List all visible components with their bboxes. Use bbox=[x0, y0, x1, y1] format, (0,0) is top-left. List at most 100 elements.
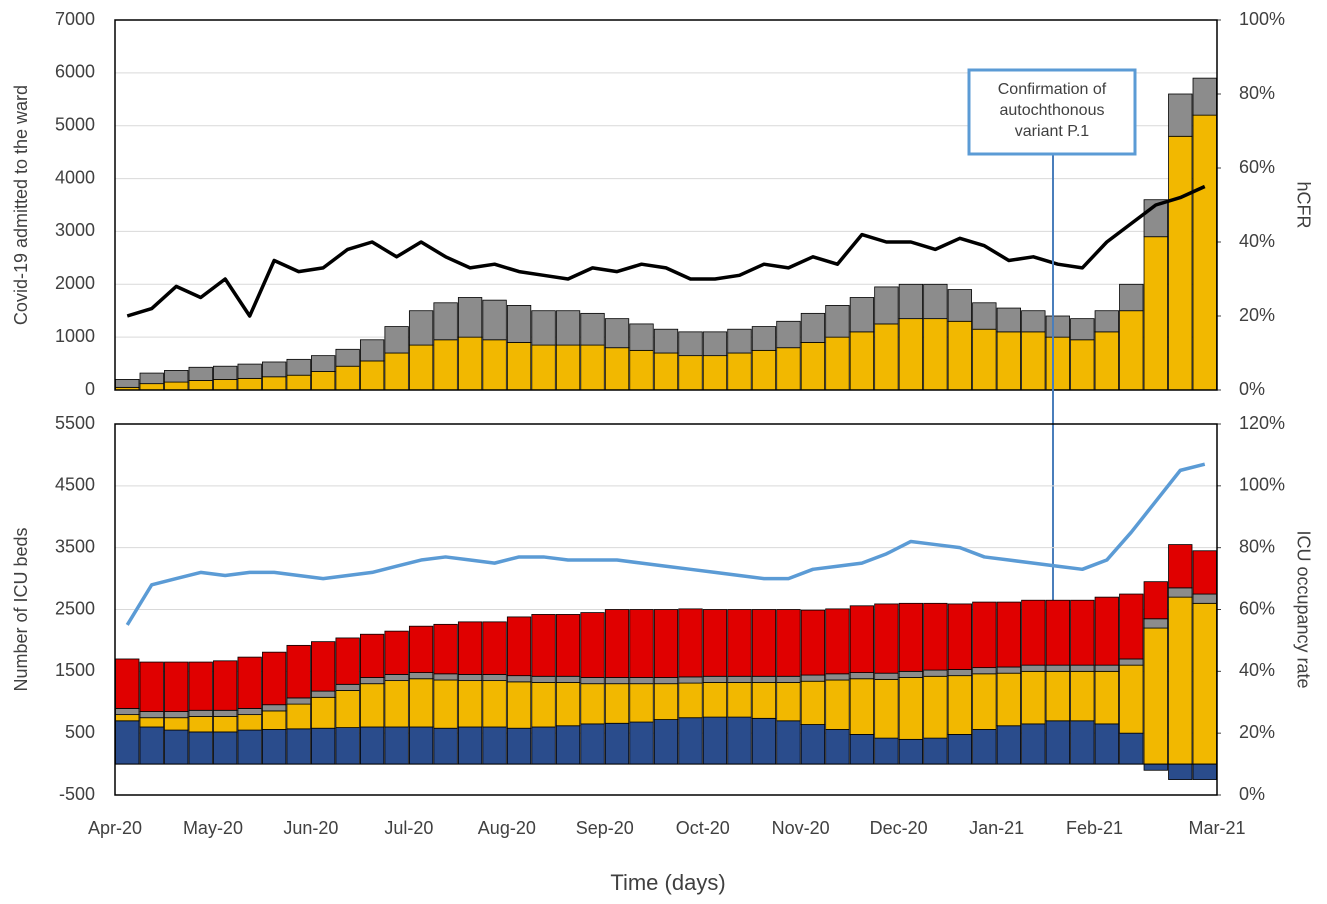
bar bbox=[335, 727, 360, 765]
bar bbox=[457, 336, 483, 391]
bar bbox=[433, 302, 458, 341]
bar bbox=[1045, 664, 1070, 672]
bar bbox=[433, 623, 458, 675]
bar bbox=[482, 674, 507, 682]
bar bbox=[849, 678, 875, 735]
bar bbox=[1070, 339, 1095, 391]
bar bbox=[874, 672, 899, 680]
x-tick-label: Feb-21 bbox=[1066, 818, 1123, 838]
bar bbox=[531, 344, 556, 391]
bar bbox=[580, 612, 605, 678]
bar bbox=[1192, 602, 1217, 765]
bar bbox=[286, 644, 311, 699]
bar bbox=[335, 637, 360, 685]
bar bbox=[457, 297, 483, 338]
bar bbox=[972, 729, 997, 765]
bar bbox=[849, 672, 875, 680]
bar bbox=[286, 703, 311, 730]
bar bbox=[653, 609, 679, 678]
bar bbox=[164, 717, 189, 731]
bar bbox=[506, 305, 532, 343]
bar bbox=[898, 283, 924, 320]
bar bbox=[408, 344, 434, 391]
bar bbox=[1045, 336, 1070, 391]
bar bbox=[359, 683, 385, 728]
bar bbox=[874, 603, 899, 674]
bar bbox=[629, 349, 654, 391]
bar bbox=[531, 310, 556, 346]
y-tick-label: 5000 bbox=[55, 114, 95, 134]
bar bbox=[555, 675, 581, 683]
bar bbox=[1192, 77, 1217, 116]
bar bbox=[1192, 550, 1217, 595]
bar bbox=[604, 347, 630, 391]
bar bbox=[580, 683, 605, 725]
y-tick-label: 4500 bbox=[55, 475, 95, 495]
bar bbox=[629, 677, 654, 685]
bar bbox=[555, 725, 581, 765]
bar bbox=[996, 331, 1021, 391]
bar bbox=[1070, 599, 1095, 666]
bar bbox=[923, 283, 948, 320]
bar bbox=[629, 721, 654, 765]
bar bbox=[947, 320, 973, 391]
bar bbox=[874, 678, 899, 739]
bar bbox=[408, 310, 434, 346]
annotation-text: variant P.1 bbox=[1015, 123, 1090, 140]
bar bbox=[237, 363, 262, 379]
bar bbox=[335, 683, 360, 691]
bar bbox=[311, 355, 336, 372]
bar bbox=[972, 328, 997, 391]
y-tick-label: 6000 bbox=[55, 62, 95, 82]
bar bbox=[874, 286, 899, 325]
line-series bbox=[126, 184, 1206, 318]
plot-frame bbox=[114, 423, 1218, 796]
bar bbox=[678, 608, 703, 678]
bar bbox=[849, 734, 875, 765]
bar bbox=[1094, 723, 1119, 765]
bar bbox=[311, 727, 336, 765]
bar bbox=[433, 339, 458, 391]
bar bbox=[311, 371, 336, 391]
bar bbox=[286, 697, 311, 705]
bar bbox=[213, 731, 238, 765]
bar bbox=[825, 336, 850, 391]
bar bbox=[1119, 658, 1144, 666]
bar bbox=[898, 670, 924, 678]
bar bbox=[972, 667, 997, 675]
bar bbox=[262, 651, 287, 706]
bar bbox=[164, 729, 189, 765]
bar bbox=[776, 675, 801, 683]
bar bbox=[1021, 599, 1046, 666]
bar bbox=[947, 675, 973, 735]
bar bbox=[702, 716, 728, 765]
bar bbox=[408, 678, 434, 728]
bar bbox=[262, 704, 287, 712]
bar bbox=[898, 318, 924, 391]
bar bbox=[874, 323, 899, 391]
bar bbox=[996, 725, 1021, 765]
bar bbox=[164, 370, 189, 383]
y-tick-label: 1000 bbox=[55, 326, 95, 346]
bar bbox=[947, 603, 973, 670]
bar bbox=[139, 726, 164, 765]
y-axis-label: Number of ICU beds bbox=[11, 527, 31, 691]
bar bbox=[115, 720, 140, 765]
bar bbox=[384, 326, 409, 354]
bar bbox=[727, 682, 752, 718]
x-axis-label: Time (days) bbox=[610, 870, 725, 895]
bar bbox=[727, 716, 752, 765]
bar bbox=[849, 297, 875, 333]
bar bbox=[433, 727, 458, 765]
bar bbox=[384, 674, 409, 682]
bar bbox=[286, 358, 311, 376]
bar bbox=[1021, 723, 1046, 765]
bar bbox=[286, 374, 311, 391]
bar bbox=[629, 323, 654, 351]
bar bbox=[776, 682, 801, 722]
bar bbox=[139, 711, 164, 719]
x-tick-label: Sep-20 bbox=[576, 818, 634, 838]
bar bbox=[800, 674, 826, 682]
bar bbox=[996, 672, 1021, 727]
bar bbox=[555, 614, 581, 677]
